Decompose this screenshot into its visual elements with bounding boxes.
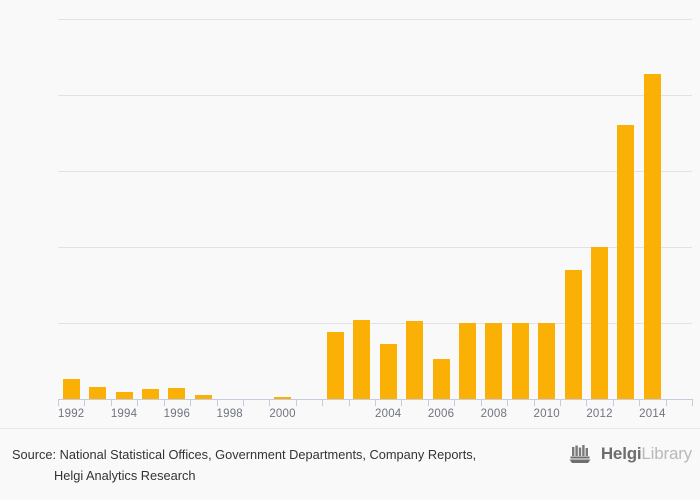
bar[interactable]: [617, 125, 635, 399]
bar[interactable]: [643, 73, 661, 399]
bar[interactable]: [141, 389, 159, 399]
x-tick: [612, 399, 614, 406]
x-tick-label: 2012: [586, 408, 613, 420]
x-tick-label: 2000: [269, 408, 296, 420]
bar[interactable]: [485, 323, 503, 399]
x-tick-label: 1998: [216, 408, 243, 420]
x-tick: [163, 399, 165, 406]
x-tick: [559, 399, 561, 406]
bar[interactable]: [564, 269, 582, 399]
x-axis: 1992 1994 1996 1998 2000 2004 2006 2008 2010 2012…: [58, 399, 693, 420]
x-tick: [216, 399, 218, 406]
x-tick-label: 1992: [58, 408, 85, 420]
footer-divider: [0, 428, 700, 429]
bar[interactable]: [353, 319, 371, 399]
helgi-library-logo[interactable]: HelgiLibrary: [569, 444, 692, 464]
x-tick-label: 2004: [375, 408, 402, 420]
x-tick: [269, 399, 271, 406]
logo-library-text: Library: [641, 444, 692, 463]
bar[interactable]: [62, 379, 80, 399]
gridline: [58, 247, 692, 248]
x-tick-label: 2008: [480, 408, 508, 420]
source-line-1: Source: National Statistical Offices, Go…: [12, 447, 477, 462]
x-tick: [533, 399, 535, 406]
bar[interactable]: [168, 388, 186, 399]
x-tick: [692, 399, 693, 406]
x-tick: [427, 399, 429, 406]
bar[interactable]: [406, 320, 424, 399]
x-tick: [110, 399, 112, 406]
x-tick: [480, 399, 482, 406]
bar[interactable]: [194, 395, 212, 399]
bar[interactable]: [432, 358, 450, 399]
source-note: Source: National Statistical Offices, Go…: [12, 444, 552, 486]
x-tick: [586, 399, 588, 406]
bar[interactable]: [458, 323, 476, 399]
bar[interactable]: [274, 396, 292, 399]
bar[interactable]: [511, 323, 529, 399]
x-tick: [507, 399, 509, 406]
x-tick: [295, 399, 297, 406]
gridline: [58, 95, 692, 96]
x-tick: [401, 399, 403, 406]
x-tick: [665, 399, 667, 406]
x-tick: [454, 399, 456, 406]
x-tick: [375, 399, 376, 406]
bar[interactable]: [89, 386, 107, 399]
x-tick: [242, 399, 244, 406]
bar[interactable]: [379, 344, 397, 399]
library-building-icon: [569, 445, 591, 463]
gridline: [58, 19, 692, 20]
gridline: [58, 171, 692, 172]
bar[interactable]: [115, 392, 133, 399]
bar-series: [58, 19, 692, 399]
x-tick: [639, 399, 641, 406]
source-line-2: Helgi Analytics Research: [54, 468, 196, 483]
x-tick-label: 2006: [427, 408, 455, 420]
x-tick: [348, 399, 350, 406]
bar[interactable]: [538, 323, 556, 399]
bar[interactable]: [591, 247, 609, 399]
x-tick-label: 1994: [110, 408, 138, 420]
x-tick: [322, 399, 324, 406]
plot-area: [58, 19, 692, 400]
x-tick-label: 2014: [639, 408, 666, 420]
logo-helgi-text: Helgi: [600, 444, 642, 463]
gridline: [58, 323, 692, 324]
logo-wordmark: HelgiLibrary: [601, 444, 692, 464]
x-tick: [84, 399, 86, 406]
x-tick-label: 1996: [163, 408, 191, 420]
x-tick: [58, 399, 59, 406]
bar[interactable]: [326, 332, 344, 399]
x-tick-label: 2010: [533, 408, 560, 420]
x-tick: [190, 399, 192, 406]
x-tick: [137, 399, 139, 406]
